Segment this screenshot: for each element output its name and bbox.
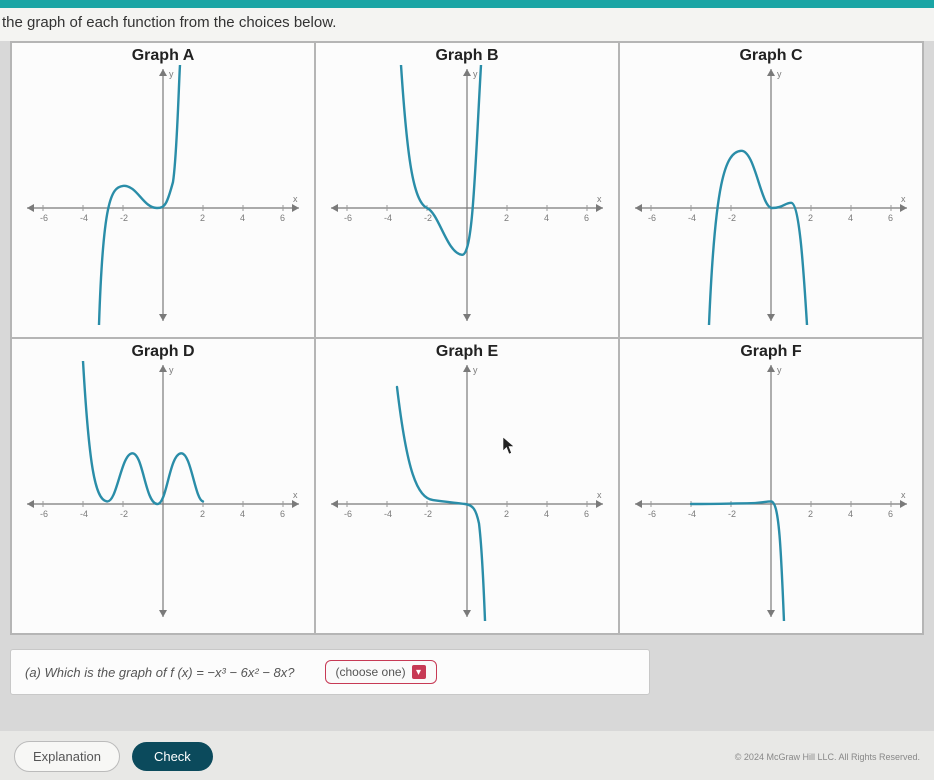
graph-cell-b: Graph B x y -6 -4 -2 2 4 6 xyxy=(315,42,619,338)
graph-cell-e: Graph E x y -6 -4 -2 2 4 6 xyxy=(315,338,619,634)
graphs-grid: Graph Axy-6-4-2246Graph Bxy-6-4-2246Grap… xyxy=(11,42,923,634)
svg-text:6: 6 xyxy=(584,213,589,223)
svg-text:-2: -2 xyxy=(424,509,432,519)
graph-svg: x y -6 -4 -2 2 4 6 xyxy=(23,361,303,621)
svg-text:y: y xyxy=(169,69,174,79)
graph-title: Graph E xyxy=(436,339,498,361)
prompt-text: the graph of each function from the choi… xyxy=(0,8,934,41)
svg-text:-2: -2 xyxy=(728,213,736,223)
svg-text:4: 4 xyxy=(848,213,853,223)
svg-text:-4: -4 xyxy=(384,509,392,519)
svg-text:-6: -6 xyxy=(40,509,48,519)
svg-text:-4: -4 xyxy=(688,509,696,519)
graph-svg: x y -6 -4 -2 2 4 6 xyxy=(631,65,911,325)
graph-cell-a: Graph A x y -6 -4 -2 2 4 6 xyxy=(11,42,315,338)
svg-text:6: 6 xyxy=(888,213,893,223)
question-prefix: (a) Which is the graph of xyxy=(25,665,170,680)
svg-text:-4: -4 xyxy=(80,509,88,519)
svg-text:y: y xyxy=(777,365,782,375)
graph-title: Graph A xyxy=(132,43,195,65)
svg-text:2: 2 xyxy=(808,213,813,223)
svg-text:4: 4 xyxy=(544,213,549,223)
graph-cell-c: Graph C x y -6 -4 -2 2 4 6 xyxy=(619,42,923,338)
svg-text:x: x xyxy=(293,490,298,500)
svg-text:-6: -6 xyxy=(344,213,352,223)
svg-text:2: 2 xyxy=(808,509,813,519)
svg-text:-4: -4 xyxy=(384,213,392,223)
svg-text:-2: -2 xyxy=(120,509,128,519)
graph-title: Graph C xyxy=(739,43,802,65)
svg-text:-2: -2 xyxy=(728,509,736,519)
explanation-button[interactable]: Explanation xyxy=(14,741,120,772)
svg-text:y: y xyxy=(777,69,782,79)
graph-cell-f: Graph F x y -6 -4 -2 2 4 6 xyxy=(619,338,923,634)
svg-text:-6: -6 xyxy=(648,509,656,519)
svg-text:x: x xyxy=(597,194,602,204)
check-button[interactable]: Check xyxy=(132,742,213,771)
svg-text:4: 4 xyxy=(544,509,549,519)
svg-text:4: 4 xyxy=(848,509,853,519)
copyright-text: © 2024 McGraw Hill LLC. All Rights Reser… xyxy=(735,752,920,762)
svg-text:-2: -2 xyxy=(424,213,432,223)
svg-text:y: y xyxy=(473,69,478,79)
svg-text:x: x xyxy=(901,194,906,204)
svg-text:x: x xyxy=(293,194,298,204)
svg-text:x: x xyxy=(597,490,602,500)
question-text: (a) Which is the graph of f (x) = −x³ − … xyxy=(25,665,295,680)
svg-text:6: 6 xyxy=(280,213,285,223)
graphs-panel: Graph Axy-6-4-2246Graph Bxy-6-4-2246Grap… xyxy=(10,41,924,635)
graph-svg: x y -6 -4 -2 2 4 6 xyxy=(631,361,911,621)
dropdown-arrow-icon: ▾ xyxy=(412,665,426,679)
top-accent-bar xyxy=(0,0,934,8)
choose-one-label: (choose one) xyxy=(336,665,406,679)
graph-cell-d: Graph D x y -6 -4 -2 2 4 6 xyxy=(11,338,315,634)
svg-text:y: y xyxy=(473,365,478,375)
choose-one-dropdown[interactable]: (choose one) ▾ xyxy=(325,660,437,684)
graph-title: Graph B xyxy=(435,43,498,65)
graph-svg: x y -6 -4 -2 2 4 6 xyxy=(23,65,303,325)
graph-title: Graph F xyxy=(740,339,801,361)
svg-text:4: 4 xyxy=(240,509,245,519)
svg-text:2: 2 xyxy=(504,213,509,223)
svg-text:-4: -4 xyxy=(688,213,696,223)
svg-text:2: 2 xyxy=(200,213,205,223)
question-function: f (x) = −x³ − 6x² − 8x? xyxy=(170,665,294,680)
svg-text:-6: -6 xyxy=(40,213,48,223)
svg-text:6: 6 xyxy=(280,509,285,519)
svg-text:-6: -6 xyxy=(648,213,656,223)
svg-text:2: 2 xyxy=(200,509,205,519)
svg-text:4: 4 xyxy=(240,213,245,223)
svg-text:-4: -4 xyxy=(80,213,88,223)
svg-text:x: x xyxy=(901,490,906,500)
svg-text:y: y xyxy=(169,365,174,375)
svg-text:6: 6 xyxy=(584,509,589,519)
question-row: (a) Which is the graph of f (x) = −x³ − … xyxy=(10,649,650,695)
footer-bar: Explanation Check © 2024 McGraw Hill LLC… xyxy=(0,731,934,780)
svg-text:2: 2 xyxy=(504,509,509,519)
svg-text:-6: -6 xyxy=(344,509,352,519)
svg-text:-2: -2 xyxy=(120,213,128,223)
graph-title: Graph D xyxy=(131,339,194,361)
graph-svg: x y -6 -4 -2 2 4 6 xyxy=(327,65,607,325)
svg-text:6: 6 xyxy=(888,509,893,519)
graph-svg: x y -6 -4 -2 2 4 6 xyxy=(327,361,607,621)
